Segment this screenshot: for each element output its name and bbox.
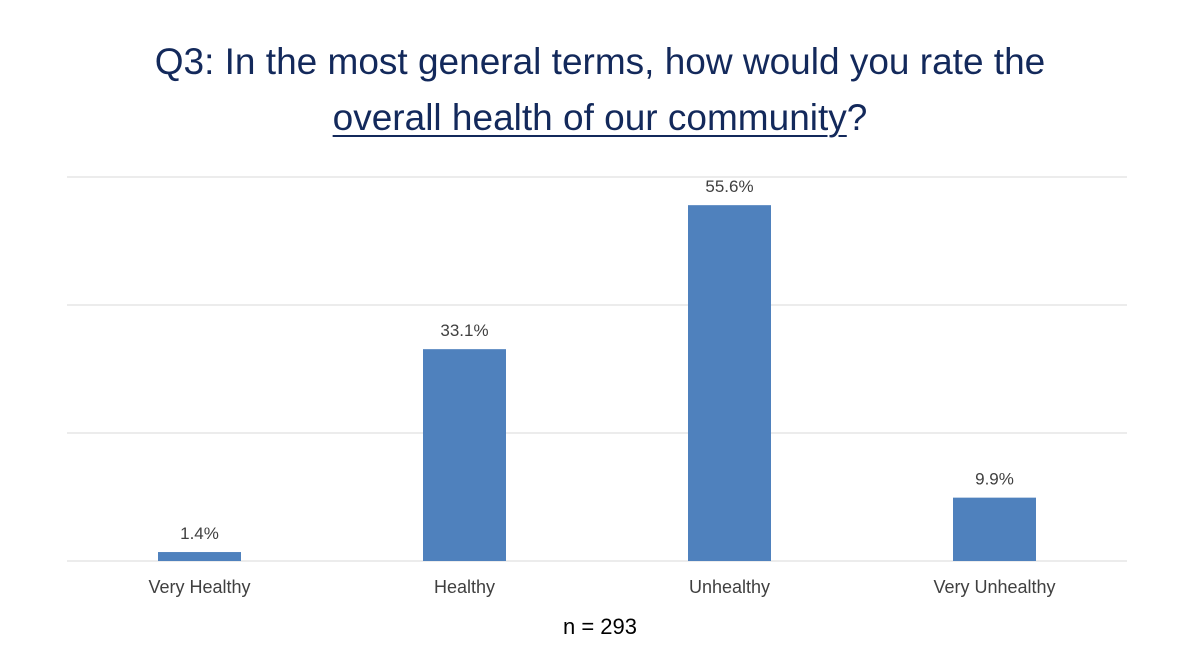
data-label: 1.4% xyxy=(180,524,219,543)
sample-size-note: n = 293 xyxy=(562,614,637,639)
chart-title: Q3: In the most general terms, how would… xyxy=(0,34,1200,146)
bar-very-unhealthy xyxy=(953,497,1036,561)
x-tick-label: Healthy xyxy=(434,577,495,597)
bar-very-healthy xyxy=(158,552,241,561)
data-label: 33.1% xyxy=(440,321,488,340)
data-label: 9.9% xyxy=(975,470,1014,489)
title-question-mark: ? xyxy=(846,97,868,138)
x-tick-label: Very Unhealthy xyxy=(933,577,1055,597)
title-line-1: Q3: In the most general terms, how would… xyxy=(154,41,1046,82)
bar-healthy xyxy=(423,349,506,561)
data-label: 55.6% xyxy=(705,177,753,196)
bar-unhealthy xyxy=(688,205,771,561)
title-underlined-text: overall health of our community xyxy=(332,97,847,138)
x-tick-label: Unhealthy xyxy=(689,577,770,597)
x-tick-label: Very Healthy xyxy=(148,577,250,597)
title-line-2: overall health of our community? xyxy=(0,90,1200,146)
